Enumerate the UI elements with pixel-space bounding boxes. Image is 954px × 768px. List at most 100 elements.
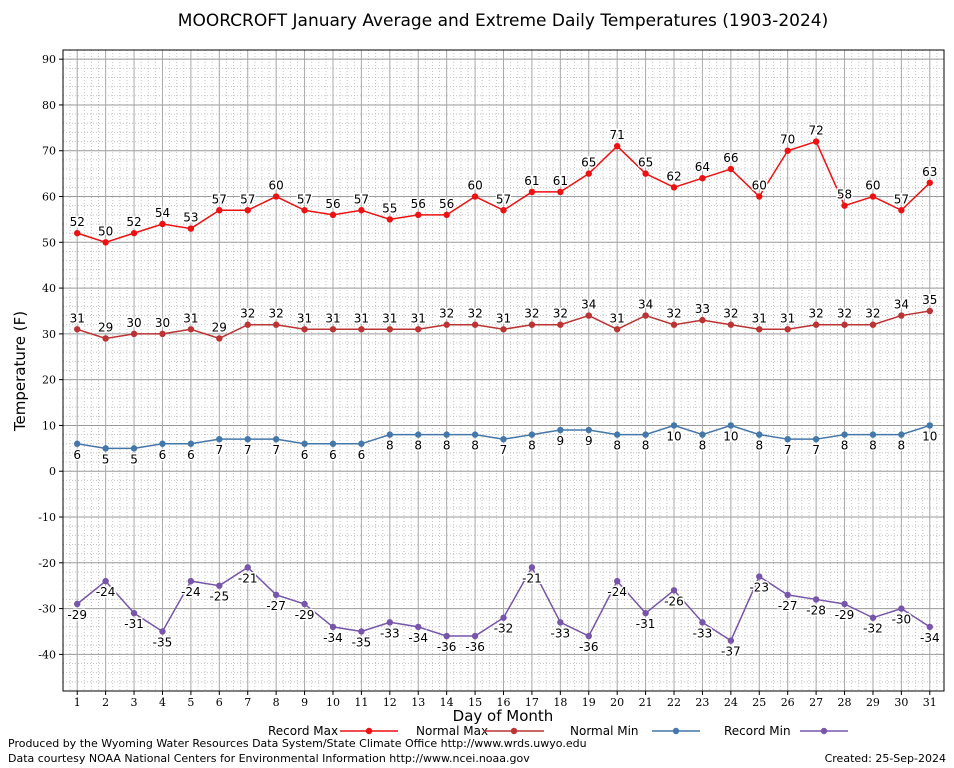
x-tick-label: 17: [525, 696, 539, 709]
record-min-point: [756, 573, 763, 580]
normal-min-data-label: 8: [471, 439, 479, 453]
record-min-point: [130, 609, 138, 617]
record-max-point: [812, 138, 820, 145]
normal-min-data-label: 10: [723, 429, 738, 443]
normal-min-data-label: 9: [585, 434, 593, 448]
record-min-data-label: -23: [749, 581, 769, 595]
record-max-data-label: 57: [354, 192, 369, 206]
record-max-point: [102, 239, 109, 246]
record-max-data-label: 52: [126, 215, 141, 229]
y-tick-label: 90: [42, 53, 56, 66]
record-max-data-label: 72: [808, 124, 823, 138]
record-min-point: [812, 596, 820, 603]
normal-max-point: [159, 330, 166, 338]
normal-max-data-label: 31: [70, 311, 85, 325]
normal-min-point: [699, 431, 706, 438]
x-tick-label: 9: [301, 696, 308, 709]
normal-max-data-label: 32: [666, 307, 681, 321]
normal-min-point: [272, 435, 280, 443]
record-max-point: [557, 188, 564, 196]
x-tick-label: 26: [781, 696, 795, 709]
normal-min-data-label: 9: [557, 434, 565, 448]
normal-max-data-label: 31: [325, 311, 340, 325]
x-tick-label: 28: [838, 696, 852, 709]
record-max-data-label: 63: [922, 165, 937, 179]
record-max-data-label: 65: [638, 156, 653, 170]
record-max-point: [216, 207, 223, 214]
x-tick-label: 4: [159, 696, 166, 709]
record-min-data-label: -24: [181, 585, 201, 599]
record-min-data-label: -21: [238, 571, 258, 585]
normal-min-data-label: 5: [130, 452, 138, 466]
normal-max-data-label: 33: [695, 302, 710, 316]
record-max-data-label: 71: [610, 128, 625, 142]
record-max-data-label: 56: [411, 197, 426, 211]
record-min-data-label: -34: [323, 631, 343, 645]
record-min-data-label: -34: [920, 631, 940, 645]
x-tick-label: 30: [894, 696, 908, 709]
normal-min-data-label: 8: [699, 439, 707, 453]
record-max-data-label: 66: [723, 151, 738, 165]
record-max-point: [613, 142, 621, 150]
normal-min-data-label: 8: [869, 439, 877, 453]
record-min-data-label: -24: [96, 585, 116, 599]
normal-max-data-label: 31: [297, 311, 312, 325]
record-max-data-label: 70: [780, 133, 795, 147]
normal-max-data-label: 35: [922, 293, 937, 307]
x-tick-label: 7: [244, 696, 251, 709]
normal-min-point: [358, 440, 365, 447]
record-min-point: [926, 623, 933, 631]
record-min-data-label: -29: [295, 608, 315, 622]
record-min-point: [642, 609, 649, 617]
normal-min-point: [869, 431, 877, 438]
record-max-data-label: 50: [98, 224, 113, 238]
normal-min-point: [471, 431, 479, 438]
y-tick-label: 80: [42, 99, 56, 112]
normal-max-data-label: 32: [808, 307, 823, 321]
normal-max-data-label: 30: [126, 316, 141, 330]
normal-min-data-label: 6: [301, 448, 309, 462]
record-min-point: [329, 623, 337, 631]
normal-min-data-label: 8: [414, 439, 422, 453]
normal-max-data-label: 31: [354, 311, 369, 325]
legend-label-normal-min: Normal Min: [570, 724, 639, 738]
y-tick-label: 60: [42, 191, 56, 204]
record-max-data-label: 55: [382, 201, 397, 215]
normal-max-point: [471, 321, 479, 328]
record-max-data-label: 52: [70, 215, 85, 229]
normal-max-point: [216, 335, 223, 342]
normal-min-data-label: 7: [812, 443, 820, 457]
x-tick-label: 25: [752, 696, 766, 709]
record-max-point: [727, 165, 735, 173]
y-tick-label: 20: [42, 374, 56, 387]
record-max-data-label: 61: [524, 174, 539, 188]
normal-max-data-label: 32: [524, 307, 539, 321]
record-min-point: [613, 577, 621, 585]
record-max-data-label: 57: [240, 192, 255, 206]
y-tick-label: 10: [42, 419, 56, 432]
normal-max-point: [443, 321, 450, 328]
record-max-data-label: 62: [666, 169, 681, 183]
record-max-point: [471, 193, 479, 200]
x-tick-label: 13: [411, 696, 425, 709]
record-max-point: [159, 220, 166, 228]
footer-produced-by: Produced by the Wyoming Water Resources …: [8, 737, 587, 750]
record-max-point: [443, 211, 450, 219]
record-min-point: [272, 591, 280, 599]
record-min-data-label: -27: [266, 599, 286, 613]
record-max-point: [358, 207, 365, 214]
normal-min-point: [386, 431, 394, 438]
record-min-point: [415, 623, 422, 631]
record-min-data-label: -35: [153, 635, 173, 649]
record-min-point: [557, 619, 564, 626]
normal-min-point: [187, 440, 195, 447]
record-max-data-label: 53: [183, 211, 198, 225]
normal-min-point: [585, 426, 592, 434]
normal-min-data-label: 10: [922, 429, 937, 443]
x-tick-label: 11: [354, 696, 368, 709]
normal-min-point: [642, 431, 649, 438]
normal-max-data-label: 31: [752, 311, 767, 325]
normal-max-point: [670, 321, 678, 328]
normal-min-point: [500, 435, 507, 443]
record-min-data-label: -33: [551, 626, 571, 640]
